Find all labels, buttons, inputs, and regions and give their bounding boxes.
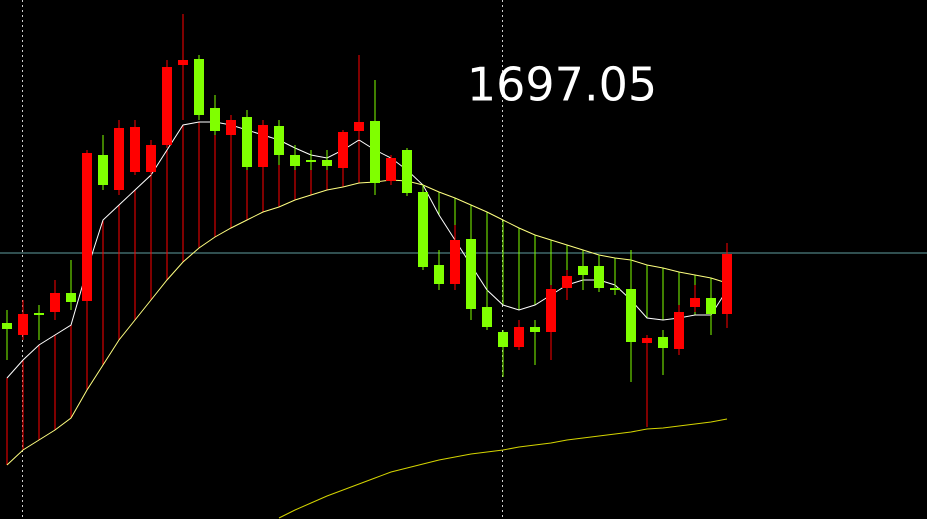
candle-body [306,160,316,162]
candle-body [194,59,204,115]
candle-body [130,127,140,172]
candle-body [594,266,604,288]
price-annotation: 1697.05 [467,58,657,112]
plot [0,14,927,519]
candle-body [690,298,700,307]
candle-body [386,158,396,181]
candle-body [210,108,220,131]
candle-body [146,145,156,172]
candle-body [578,266,588,275]
candle-body [370,121,380,183]
candle-body [2,323,12,329]
candle-body [402,150,412,193]
candle-body [546,289,556,332]
candle-body [610,288,620,290]
candle-body [450,240,460,284]
candle-body [530,327,540,332]
candle-body [418,192,428,267]
candle-body [722,254,732,314]
candle-body [338,132,348,168]
candle-body [562,276,572,288]
candle-body [114,128,124,190]
candle-body [322,160,332,166]
candle-body [98,155,108,185]
candle-body [178,60,188,65]
candle-body [482,307,492,327]
candle-body [18,314,28,335]
candle-body [706,298,716,314]
moving-average-line [6,179,728,466]
candle-body [226,120,236,135]
moving-average-line [278,418,728,519]
candle-body [34,313,44,315]
candle-body [66,293,76,302]
candle-body [82,153,92,301]
candle-body [50,293,60,312]
candle-body [498,332,508,347]
candle-body [290,155,300,166]
candle-body [274,126,284,155]
candle-body [514,327,524,347]
candle-body [162,67,172,145]
candle-body [354,122,364,131]
candle-body [642,338,652,343]
candle-body [434,265,444,284]
candle-body [674,312,684,349]
candle-body [466,239,476,309]
candle-body [258,125,268,167]
moving-average-line [6,121,728,379]
candle-body [626,289,636,342]
candle-body [658,337,668,348]
candle-body [242,117,252,167]
